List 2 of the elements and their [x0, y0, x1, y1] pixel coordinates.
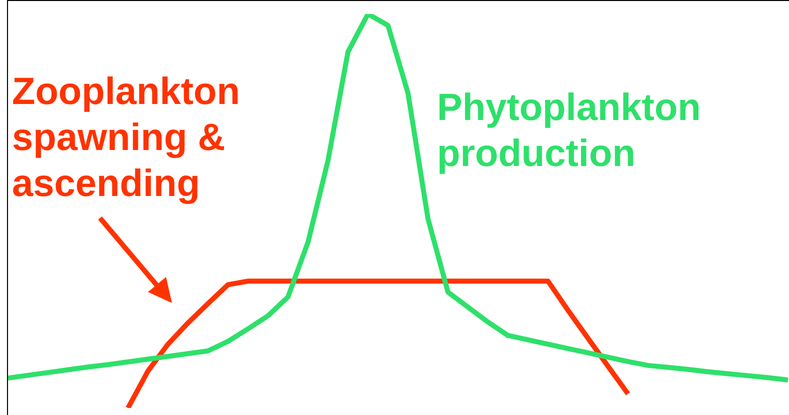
text: Zooplankton spawning & ascending — [12, 71, 240, 205]
series-label: Phytoplankton production — [437, 87, 701, 175]
